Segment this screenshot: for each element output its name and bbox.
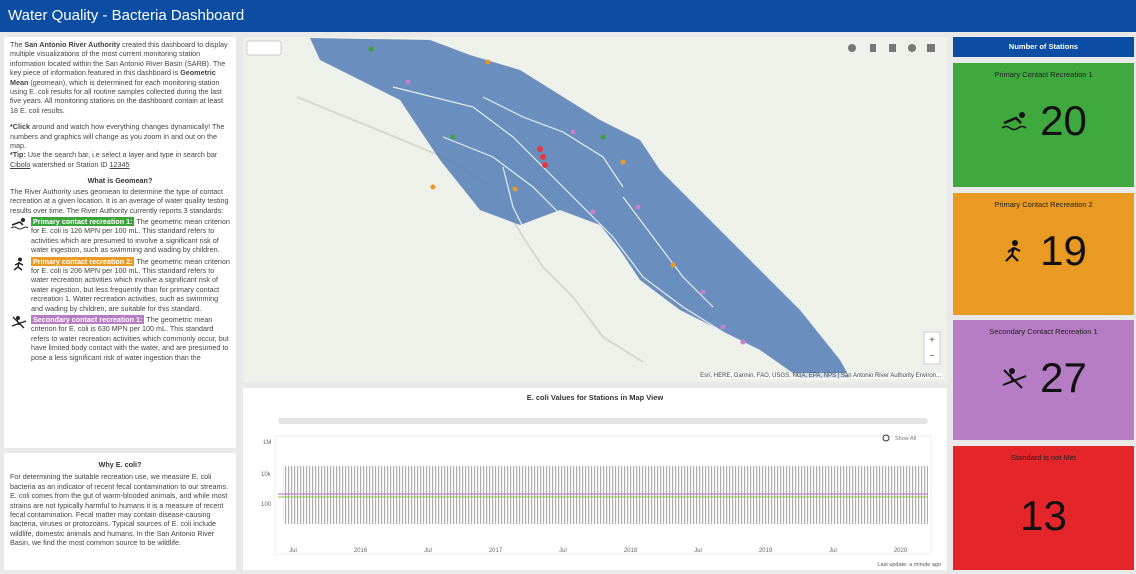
card-label: Secondary Contact Recreation 1 [989, 327, 1098, 336]
standard: Secondary contact recreation 1: The geom… [10, 314, 230, 362]
card-row: 20 [953, 97, 1134, 145]
text: The [10, 40, 25, 49]
chart-title: E. coli Values for Stations in Map View [526, 393, 664, 402]
card-icon [1005, 240, 1021, 262]
kayak-icon [11, 315, 27, 329]
swim-icon [10, 217, 28, 230]
x-label: Jul [424, 548, 432, 554]
click-note: *Click around and watch how everything c… [10, 122, 230, 150]
standard: Primary contact recreation 1: The geomet… [10, 216, 230, 255]
map[interactable]: + − Esri, HERE, Garmin, FAO, USGS, NGA, E… [243, 37, 947, 382]
x-label: Jul [559, 548, 567, 554]
x-label: 2018 [624, 548, 638, 554]
x-label: Jul [289, 548, 297, 554]
standard-text: Primary contact recreation 2: The geomet… [31, 256, 230, 313]
text: watershed or Station ID [30, 159, 110, 169]
map-attribution: Esri, HERE, Garmin, FAO, USGS, NGA, EPA,… [698, 373, 943, 379]
geomean-heading: What is Geomean? [87, 176, 153, 186]
station-dots [368, 46, 746, 345]
show-all[interactable]: Show All [895, 436, 916, 442]
x-label: 2020 [894, 548, 908, 554]
standard-label: Primary contact recreation 1: [31, 216, 135, 226]
card-label: Primary Contact Recreation 1 [994, 70, 1093, 79]
tip-note: *Tip: Use the search bar, i.e select a l… [10, 150, 230, 169]
header-title: Water Quality - Bacteria Dashboard [0, 0, 1136, 32]
station-card: Standard is not Met 13 [953, 446, 1134, 570]
link[interactable]: Cibolo [10, 159, 31, 169]
x-label: 2017 [489, 548, 503, 554]
last-update: Last update: a minute ago [877, 562, 941, 568]
wade-icon [13, 257, 24, 271]
y-label: 10k [261, 472, 272, 478]
station-card: Secondary Contact Recreation 1 27 [953, 320, 1134, 440]
text: San Antonio River Authority [24, 40, 121, 49]
text: Geometric Mean [10, 68, 216, 87]
text: (geomean), which is determined for each … [10, 77, 223, 115]
card-count: 19 [1040, 227, 1087, 274]
text: *Click [10, 122, 30, 132]
card-row: 27 [953, 354, 1134, 402]
station-card: Primary Contact Recreation 1 20 [953, 63, 1134, 187]
x-label: 2019 [759, 548, 773, 554]
link[interactable]: 12345 [109, 159, 130, 169]
card-count: 27 [1040, 354, 1087, 401]
geomean-text: The River Authority uses geomean to dete… [10, 186, 229, 215]
text: created this dashboard to display multip… [10, 40, 228, 78]
x-label: Jul [694, 548, 702, 554]
card-label: Standard is not Met [1010, 453, 1077, 462]
svg-text:+: + [929, 335, 935, 346]
card-count: 20 [1040, 97, 1087, 144]
chart-canvas: 1M 10k 100 Jul 2016 Jul 2017 Jul 2018 Jul 2019 J… [261, 418, 941, 568]
about-panel: The San Antonio River Authority created … [4, 37, 236, 448]
map-canvas: +− [246, 38, 941, 378]
stations-heading: Number of Stations [953, 37, 1134, 57]
station-card: Primary Contact Recreation 2 19 [953, 193, 1134, 315]
chart-panel: E. coli Values for Stations in Map View … [243, 388, 947, 570]
intro: The San Antonio River Authority created … [10, 40, 230, 115]
text: The geometric mean criterion for E. coli… [31, 314, 229, 362]
card-icon [1002, 368, 1027, 389]
card-row: 13 [953, 492, 1134, 540]
svg-text:−: − [929, 351, 935, 362]
standard-label: Secondary contact recreation 1: [31, 314, 145, 324]
standard: Primary contact recreation 2: The geomet… [10, 256, 230, 313]
x-label: Jul [829, 548, 837, 554]
standard-label: Primary contact recreation 2: [31, 256, 135, 266]
text: around and watch how everything changes … [10, 122, 225, 151]
card-label: Primary Contact Recreation 2 [994, 200, 1093, 209]
text: The geometric mean criterion for E. coli… [31, 256, 230, 313]
standard-text: Primary contact recreation 1: The geomet… [31, 216, 230, 255]
card-count: 13 [1020, 492, 1067, 539]
why-heading: Why E. coli? [98, 460, 142, 469]
why-text: For determining the suitable recreation … [10, 472, 229, 548]
y-label: 1M [263, 440, 271, 446]
card-row: 19 [953, 227, 1134, 275]
y-label: 100 [261, 502, 272, 508]
text: The geometric mean criterion for E. coli… [31, 216, 230, 255]
standard-text: Secondary contact recreation 1: The geom… [31, 314, 230, 362]
text: *Tip: [10, 150, 26, 160]
x-label: 2016 [354, 548, 368, 554]
text: Use the search bar, i.e select a layer a… [25, 150, 218, 160]
card-icon [1001, 112, 1027, 131]
why-panel: Why E. coli? For determining the suitabl… [4, 453, 236, 570]
